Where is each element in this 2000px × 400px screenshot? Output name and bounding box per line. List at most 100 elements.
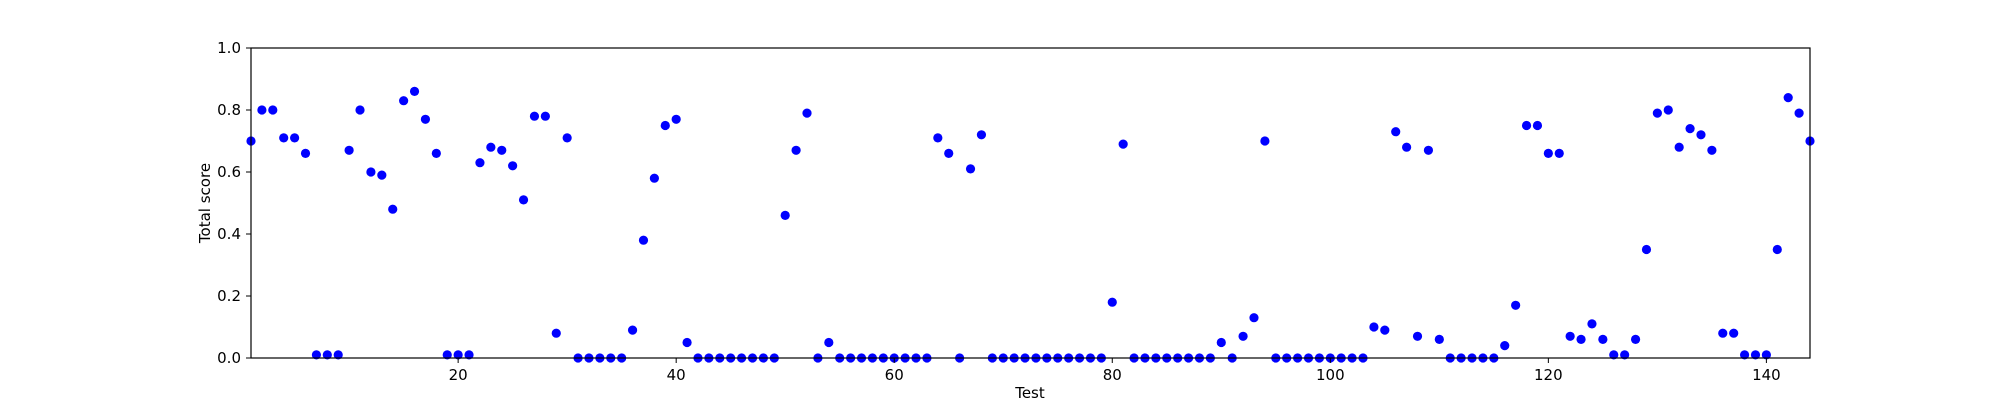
data-point xyxy=(638,235,649,245)
data-point xyxy=(355,105,365,115)
y-tick-label: 0.6 xyxy=(217,163,241,181)
data-point xyxy=(1739,350,1750,360)
x-tick-label: 100 xyxy=(1316,366,1345,384)
data-point xyxy=(322,350,332,360)
x-tick-label: 120 xyxy=(1534,366,1563,384)
data-point xyxy=(1750,350,1761,360)
y-tick-label: 0.8 xyxy=(217,101,241,119)
data-point xyxy=(1783,93,1793,103)
data-point xyxy=(780,210,790,220)
x-axis-label: Test xyxy=(1014,384,1045,400)
data-point xyxy=(1674,142,1684,152)
data-point xyxy=(1511,300,1521,310)
data-point xyxy=(1663,105,1673,115)
data-point xyxy=(1707,145,1717,155)
data-point xyxy=(1249,313,1259,323)
data-point xyxy=(518,195,529,205)
y-tick-label: 0.4 xyxy=(217,225,241,243)
data-point xyxy=(671,114,681,124)
data-point xyxy=(1532,120,1543,131)
data-point xyxy=(1598,334,1608,344)
data-point xyxy=(944,148,954,158)
x-tick-label: 40 xyxy=(667,366,686,384)
data-point xyxy=(1369,322,1379,332)
data-point xyxy=(1729,328,1739,338)
data-point xyxy=(1412,331,1423,341)
data-point xyxy=(508,161,518,171)
data-point xyxy=(933,133,943,143)
data-point xyxy=(965,164,976,174)
data-point xyxy=(1630,334,1641,344)
data-point xyxy=(1118,139,1128,149)
data-point xyxy=(377,170,387,180)
data-point xyxy=(1500,341,1510,351)
y-tick-label: 0.2 xyxy=(217,287,241,305)
data-point xyxy=(1543,148,1553,158)
data-point xyxy=(409,86,420,96)
data-point xyxy=(268,105,278,115)
data-point xyxy=(1696,130,1706,140)
data-point xyxy=(442,350,452,360)
data-point xyxy=(1609,350,1619,360)
data-point xyxy=(1107,297,1117,307)
data-point xyxy=(1521,120,1532,131)
data-point xyxy=(344,145,354,155)
data-point xyxy=(464,350,474,360)
data-point xyxy=(1554,148,1564,158)
data-point xyxy=(290,133,300,143)
data-point xyxy=(497,145,507,155)
data-point xyxy=(1380,325,1390,335)
data-point xyxy=(333,350,343,360)
data-point xyxy=(279,133,289,143)
data-point xyxy=(420,114,431,124)
data-point xyxy=(529,111,540,121)
y-tick-label: 1.0 xyxy=(217,39,241,57)
x-tick-label: 140 xyxy=(1752,366,1781,384)
data-point xyxy=(682,337,692,348)
y-axis-label: Total score xyxy=(196,163,214,244)
plot-frame xyxy=(250,47,1811,359)
data-point xyxy=(1641,244,1652,255)
data-point xyxy=(627,325,638,335)
data-point xyxy=(660,120,670,131)
data-point xyxy=(1718,328,1728,338)
data-point xyxy=(1423,145,1434,155)
data-point xyxy=(388,204,398,214)
data-point xyxy=(311,350,322,360)
data-point xyxy=(1761,350,1771,360)
x-tick-label: 20 xyxy=(449,366,468,384)
data-point xyxy=(257,105,267,115)
data-point xyxy=(1576,334,1586,344)
data-point xyxy=(366,167,376,177)
data-point xyxy=(1260,136,1270,146)
data-point xyxy=(1794,108,1804,118)
data-point xyxy=(1565,331,1575,341)
data-point xyxy=(791,145,801,155)
data-points xyxy=(246,86,1815,363)
data-point xyxy=(649,173,659,183)
data-point xyxy=(453,350,463,360)
y-tick-label: 0.0 xyxy=(217,349,241,367)
data-point xyxy=(1434,334,1444,344)
data-point xyxy=(562,133,572,143)
data-point xyxy=(1652,108,1662,118)
x-tick-label: 60 xyxy=(885,366,904,384)
data-point xyxy=(802,108,812,118)
data-point xyxy=(475,158,485,168)
data-point xyxy=(1238,331,1248,341)
x-tick-label: 80 xyxy=(1103,366,1122,384)
data-point xyxy=(1391,127,1401,137)
data-point xyxy=(1685,124,1695,134)
data-point xyxy=(399,96,409,106)
data-point xyxy=(1772,244,1782,255)
axes: 20 40 60 80 100 120 140 0.0 0.2 0.4 0.6 0.8 1.0 xyxy=(217,39,1811,384)
data-point xyxy=(1620,350,1630,360)
data-point xyxy=(486,142,496,152)
data-point xyxy=(1402,142,1412,152)
data-point xyxy=(1216,337,1226,348)
data-point xyxy=(551,328,561,338)
data-point xyxy=(300,148,311,158)
data-point xyxy=(540,111,550,121)
